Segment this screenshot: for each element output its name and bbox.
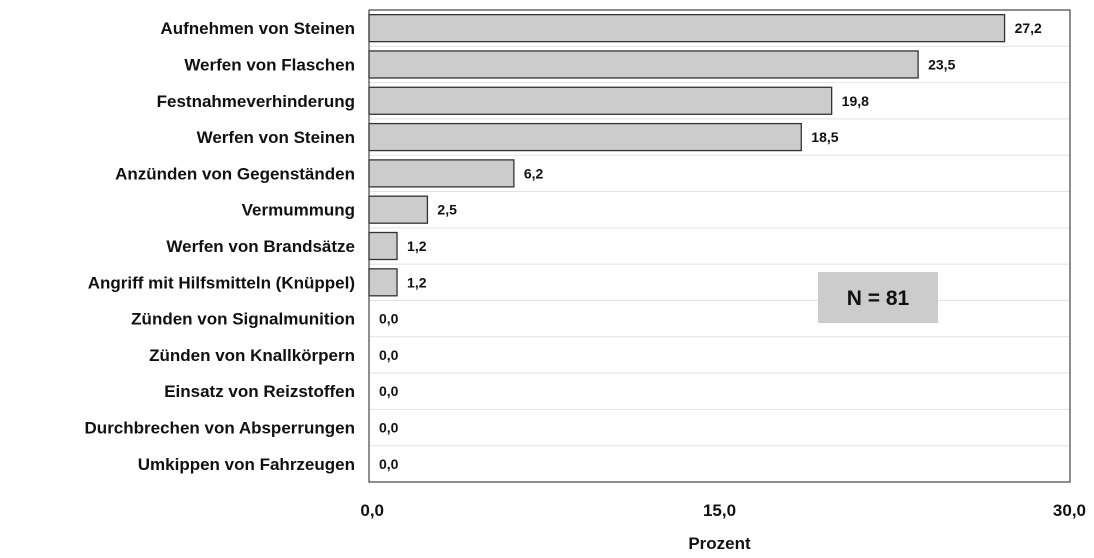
category-label: Aufnehmen von Steinen: [160, 19, 355, 38]
plot-frame: [368, 9, 1071, 483]
value-label: 1,2: [407, 274, 427, 290]
value-label: 18,5: [811, 129, 838, 145]
bars: [368, 14, 1006, 297]
x-tick-label: 0,0: [360, 501, 384, 520]
x-tick-label: 30,0: [1053, 501, 1086, 520]
category-label: Zünden von Knallkörpern: [149, 346, 355, 365]
x-axis-title: Prozent: [688, 534, 751, 553]
value-label: 0,0: [379, 347, 399, 363]
category-label: Werfen von Brandsätze: [166, 237, 355, 256]
bar: [368, 159, 515, 188]
x-tick-label: 15,0: [703, 501, 736, 520]
bar: [368, 122, 802, 152]
category-label: Vermummung: [242, 201, 355, 220]
category-label: Zünden von Signalmunition: [131, 310, 355, 329]
value-label: 0,0: [379, 420, 399, 436]
bar: [368, 14, 1006, 43]
value-label: 27,2: [1015, 20, 1042, 36]
value-label: 1,2: [407, 238, 427, 254]
category-label: Durchbrechen von Absperrungen: [85, 419, 355, 438]
grid-lines: [369, 45, 1070, 447]
value-label: 0,0: [379, 311, 399, 327]
category-label: Umkippen von Fahrzeugen: [138, 455, 355, 474]
value-label: 2,5: [437, 202, 457, 218]
bar: [368, 86, 833, 115]
category-label: Anzünden von Gegenständen: [115, 164, 355, 183]
category-label: Festnahmeverhinderung: [157, 92, 355, 111]
category-labels: Aufnehmen von Steinen Werfen von Flaschen…: [85, 19, 355, 474]
annotation-text: N = 81: [847, 287, 910, 310]
category-label: Einsatz von Reizstoffen: [164, 382, 355, 401]
sample-size-annotation: N = 81: [818, 272, 938, 323]
bar: [368, 268, 398, 297]
x-tick-labels: 0,0 15,0 30,0: [360, 501, 1086, 520]
annotation-box: [818, 272, 938, 323]
plot-background: [369, 10, 1070, 482]
value-label: 0,0: [379, 383, 399, 399]
value-labels: 27,2 23,5 19,8 18,5 6,2 2,5 1,2 1,2 0,0 0,0 0,0 0,0…: [379, 20, 1042, 472]
category-label: Angriff mit Hilfsmitteln (Knüppel): [88, 273, 355, 292]
value-label: 6,2: [524, 165, 544, 181]
bar: [368, 231, 398, 261]
value-label: 0,0: [379, 456, 399, 472]
category-label: Werfen von Steinen: [197, 128, 355, 147]
value-label: 19,8: [842, 93, 869, 109]
bar: [368, 50, 919, 79]
value-label: 23,5: [928, 56, 955, 72]
bar: [368, 195, 429, 224]
category-label: Werfen von Flaschen: [184, 55, 355, 74]
